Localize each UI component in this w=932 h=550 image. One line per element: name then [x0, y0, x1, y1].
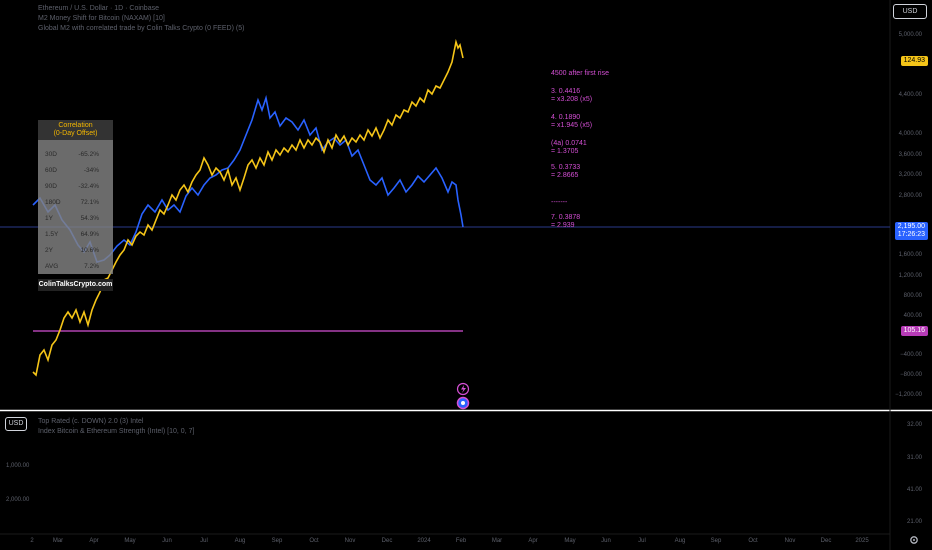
- annotation[interactable]: -------: [551, 199, 568, 206]
- annotation[interactable]: 3. 0.4416 = x3.208 (x5): [551, 88, 593, 103]
- price-tick: −1,200.00: [895, 392, 922, 398]
- time-tick: Apr: [528, 538, 538, 544]
- annotation[interactable]: 7. 0.3878 = 2.939: [551, 214, 581, 229]
- lower-indicator-title-1[interactable]: Top Rated (c. DOWN) 2.0 (3) Intel: [38, 418, 144, 425]
- time-tick: Nov: [344, 538, 356, 544]
- time-tick: 2: [30, 538, 34, 544]
- lower-left-tick: 1,000.00: [6, 463, 30, 469]
- time-tick: Dec: [381, 538, 393, 544]
- price-tick: 3,600.00: [898, 152, 922, 158]
- time-tick: Sep: [710, 538, 722, 544]
- time-tick: May: [124, 538, 136, 544]
- blue-price-tag: 2,195.00 17:26:23: [894, 222, 928, 240]
- indicator-legend-2[interactable]: Global M2 with correlated trade by Colin…: [38, 25, 245, 32]
- correlation-table: Correlation (0-Day Offset) 30D -65.2% 60D…: [38, 120, 113, 274]
- time-tick: Sep: [271, 538, 283, 544]
- lower-axis-tick: 32.00: [906, 422, 922, 428]
- time-tick: Mar: [52, 538, 64, 544]
- brand-label: ColinTalksCrypto.com: [38, 279, 113, 291]
- indicator-legend-1[interactable]: M2 Money Shift for Bitcoin (NAXAM) [10]: [38, 15, 165, 22]
- currency-button[interactable]: USD: [893, 4, 927, 19]
- time-tick: Feb: [455, 538, 467, 544]
- time-tick: Oct: [309, 538, 319, 544]
- correlation-title-line1: Correlation: [58, 122, 93, 129]
- price-tick: 800.00: [903, 293, 922, 299]
- time-tick: Nov: [784, 538, 796, 544]
- magenta-price-tag: 105.16: [900, 326, 928, 336]
- time-tick: Aug: [674, 538, 686, 544]
- time-tick: Jul: [200, 538, 208, 544]
- chart-title: Ethereum / U.S. Dollar · 1D · Coinbase: [38, 5, 159, 12]
- time-tick: Dec: [820, 538, 832, 544]
- price-tick: 5,000.00: [898, 32, 922, 38]
- correlation-title: Correlation (0-Day Offset): [38, 120, 113, 140]
- time-tick: Mar: [491, 538, 503, 544]
- lower-axis-tick: 21.00: [906, 519, 922, 525]
- price-tick: 2,800.00: [898, 193, 922, 199]
- m2-series-line: [32, 94, 464, 263]
- time-tick: 2025: [855, 538, 869, 544]
- lower-axis-tick: 31.00: [906, 455, 922, 461]
- price-tick: 1,600.00: [898, 252, 922, 258]
- time-tick: Apr: [89, 538, 99, 544]
- annotation[interactable]: (4a) 0.0741 = 1.3705: [551, 140, 587, 155]
- time-tick: May: [564, 538, 576, 544]
- price-tick: 400.00: [903, 313, 922, 319]
- price-tick: −400.00: [900, 352, 922, 358]
- price-tick: 4,000.00: [898, 131, 922, 137]
- time-tick: Jun: [601, 538, 611, 544]
- correlation-title-line2: (0-Day Offset): [53, 130, 98, 137]
- lower-axis-tick: 41.00: [906, 487, 922, 493]
- price-tick: −800.00: [900, 372, 922, 378]
- price-tick: 1,200.00: [898, 273, 922, 279]
- time-tick: Jun: [162, 538, 172, 544]
- time-tick: Aug: [234, 538, 246, 544]
- eth-price-tag: 124.93: [900, 56, 928, 66]
- annotation[interactable]: 5. 0.3733 = 2.8665: [551, 164, 581, 179]
- annotation[interactable]: 4. 0.1890 = x1.945 (x5): [551, 114, 593, 129]
- time-tick: 2024: [417, 538, 431, 544]
- time-tick: Oct: [748, 538, 758, 544]
- lower-currency-button[interactable]: USD: [5, 417, 27, 431]
- lower-left-tick: 2,000.00: [6, 497, 30, 503]
- price-tick: 3,200.00: [898, 172, 922, 178]
- annotation[interactable]: 4500 after first rise: [551, 70, 609, 77]
- time-tick: Jul: [638, 538, 646, 544]
- lower-indicator-title-2[interactable]: Index Bitcoin & Ethereum Strength (Intel…: [38, 428, 195, 435]
- price-tick: 4,400.00: [898, 92, 922, 98]
